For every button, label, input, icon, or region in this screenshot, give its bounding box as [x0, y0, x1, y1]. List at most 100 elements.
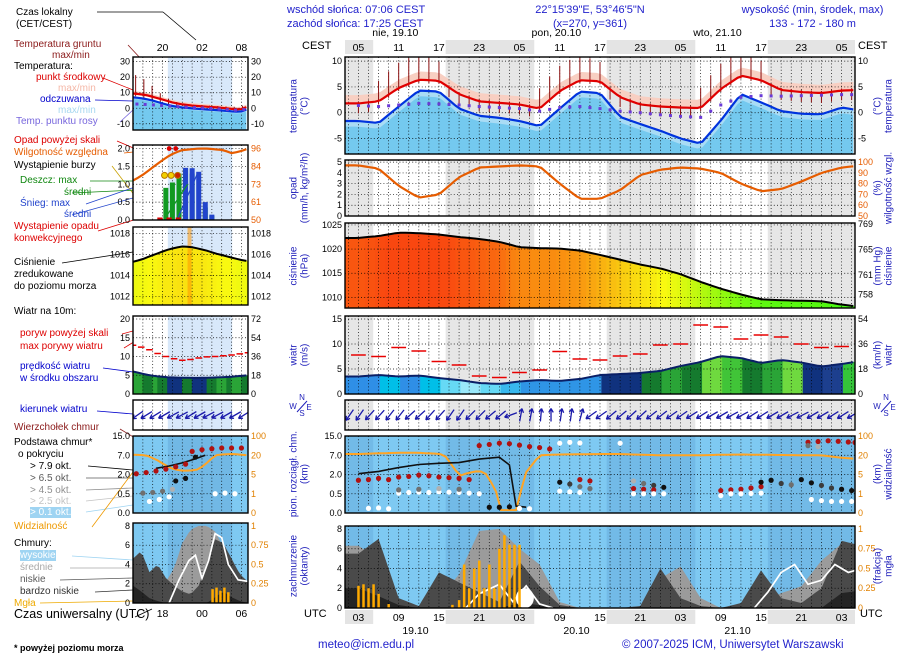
axis-tick-label: 36 [858, 339, 868, 349]
axis-tick-label: 0.5 [117, 197, 130, 207]
hour-label-utc: 09 [715, 612, 727, 624]
hour-label-cest: 23 [634, 42, 646, 54]
legend-item: max/min [58, 83, 96, 94]
axis-tick-label: 1.0 [117, 179, 130, 189]
legend-item: > 4.5 okt. [30, 485, 72, 496]
hour-label-cest: 23 [473, 42, 485, 54]
mini-hour-label-cest: 08 [236, 42, 248, 54]
axis-tick-label: 10 [120, 88, 130, 98]
panel-cloudbase-visibility [132, 435, 249, 514]
compass-icon: S [883, 409, 888, 418]
axis-tick-label: 5 [251, 470, 256, 480]
axis-tick-label: 4 [125, 559, 130, 569]
panel-pressure [132, 226, 249, 306]
axis-tick-label: 15.0 [112, 431, 130, 441]
axis-tick-label: 0 [858, 508, 863, 518]
axis-tick-label: 0.5 [251, 559, 264, 569]
legend-item: wysokie [20, 550, 56, 561]
contact-email-link[interactable]: meteo@icm.edu.pl [318, 639, 415, 651]
legend-item: Wilgotność względna [14, 147, 108, 158]
legend-item: średnie [20, 562, 53, 573]
hour-label-utc: 21 [473, 612, 485, 624]
panel-temperature [344, 56, 856, 155]
hour-label-utc: 03 [514, 612, 526, 624]
hour-label-cest: 05 [353, 42, 365, 54]
axis-tick-label: 1 [251, 489, 256, 499]
legend-item: * powyżej poziomu morza [14, 643, 124, 653]
axis-tick-label: -5 [858, 134, 866, 144]
legend-item: poryw powyżej skali [20, 328, 109, 339]
hour-label-utc: 09 [554, 612, 566, 624]
axis-tick-label: 0.75 [251, 540, 269, 550]
altitude-values: 133 - 172 - 180 m [769, 18, 856, 30]
legend-item: Opad powyżej skali [14, 135, 101, 146]
legend-item: max porywy wiatru [20, 341, 103, 352]
axis-tick-label: 100 [858, 431, 873, 441]
axis-tick-label: 54 [858, 314, 868, 324]
hour-label-cest: 11 [554, 42, 565, 54]
axis-tick-label: 5 [337, 82, 342, 92]
tz-label-bottom-left: UTC [304, 608, 327, 620]
legend-item: (CET/CEST) [16, 19, 73, 30]
axis-tick-label: 10 [332, 56, 342, 66]
axis-tick-label: 0.25 [858, 583, 876, 593]
hour-label-cest: 17 [755, 42, 767, 54]
axis-tick-label: 0 [251, 103, 256, 113]
axis-tick-label: 1014 [251, 270, 271, 280]
axis-tick-label: 10 [858, 56, 868, 66]
compass-icon: N [299, 393, 305, 402]
axis-tick-label: 50 [251, 215, 261, 225]
day-name-label: wto, 21.10 [692, 27, 742, 39]
axis-tick-label: 0 [858, 389, 863, 399]
legend-item: do poziomu morza [14, 281, 97, 292]
panel-wind [344, 315, 856, 395]
legend-item: niskie [20, 574, 46, 585]
axis-tick-label: 10 [332, 339, 342, 349]
hour-label-cest: 11 [715, 42, 726, 54]
axis-tick-label: 0.0 [117, 215, 130, 225]
legend-item: Śnieg: max [20, 198, 71, 209]
legend-item: w środku obszaru [20, 373, 99, 384]
coordinates-text: 22°15'39"E, 53°46'5"N [535, 4, 645, 16]
axis-tick-label: 7.0 [329, 450, 342, 460]
hour-label-cest: 05 [836, 42, 848, 54]
compass-icon: E [306, 403, 311, 412]
axis-tick-label: 4 [337, 168, 342, 178]
axis-tick-label: 1018 [251, 228, 271, 238]
compass-icon: W [873, 402, 881, 411]
axis-tick-label: 20 [251, 72, 261, 82]
legend-item: Widzialność [14, 521, 68, 532]
axis-tick-label: 2.0 [117, 470, 130, 480]
axis-title-left: opad (mm/h, kg/m²/h) [288, 152, 311, 224]
axis-tick-label: 0.5 [329, 489, 342, 499]
axis-tick-label: 769 [858, 219, 873, 229]
axis-tick-label: 1012 [251, 292, 271, 302]
hour-label-utc: 09 [393, 612, 405, 624]
axis-tick-label: 10 [251, 88, 261, 98]
axis-tick-label: 60 [858, 200, 868, 210]
axis-tick-label: 15.0 [324, 431, 342, 441]
axis-tick-label: 5 [125, 370, 130, 380]
axis-tick-label: 6 [337, 544, 342, 554]
hour-label-cest: 05 [514, 42, 526, 54]
axis-tick-label: 2.0 [329, 470, 342, 480]
axis-title-right: (frakcja) mgła [872, 547, 895, 585]
axis-tick-label: 30 [120, 57, 130, 67]
hour-label-utc: 03 [836, 612, 848, 624]
axis-tick-label: 72 [251, 314, 261, 324]
axis-tick-label: 1015 [322, 268, 342, 278]
axis-tick-label: 20 [858, 450, 868, 460]
hour-label-cest: 17 [594, 42, 606, 54]
axis-tick-label: 36 [251, 352, 261, 362]
sunrise-text: wschód słońca: 07:06 CEST [287, 4, 426, 16]
axis-tick-label: 61 [251, 197, 261, 207]
date-label: 20.10 [563, 625, 589, 637]
axis-title-left: pion. rozciągł. chm. (km) [288, 430, 311, 518]
axis-tick-label: 90 [858, 168, 868, 178]
axis-title-right: (%) wilgotność wzgl. [872, 151, 895, 225]
legend-item: > 7.9 okt. [30, 461, 72, 472]
axis-tick-label: 1010 [322, 292, 342, 302]
axis-tick-label: 761 [858, 270, 873, 280]
axis-tick-label: 1018 [110, 228, 130, 238]
axis-tick-label: 6 [125, 540, 130, 550]
